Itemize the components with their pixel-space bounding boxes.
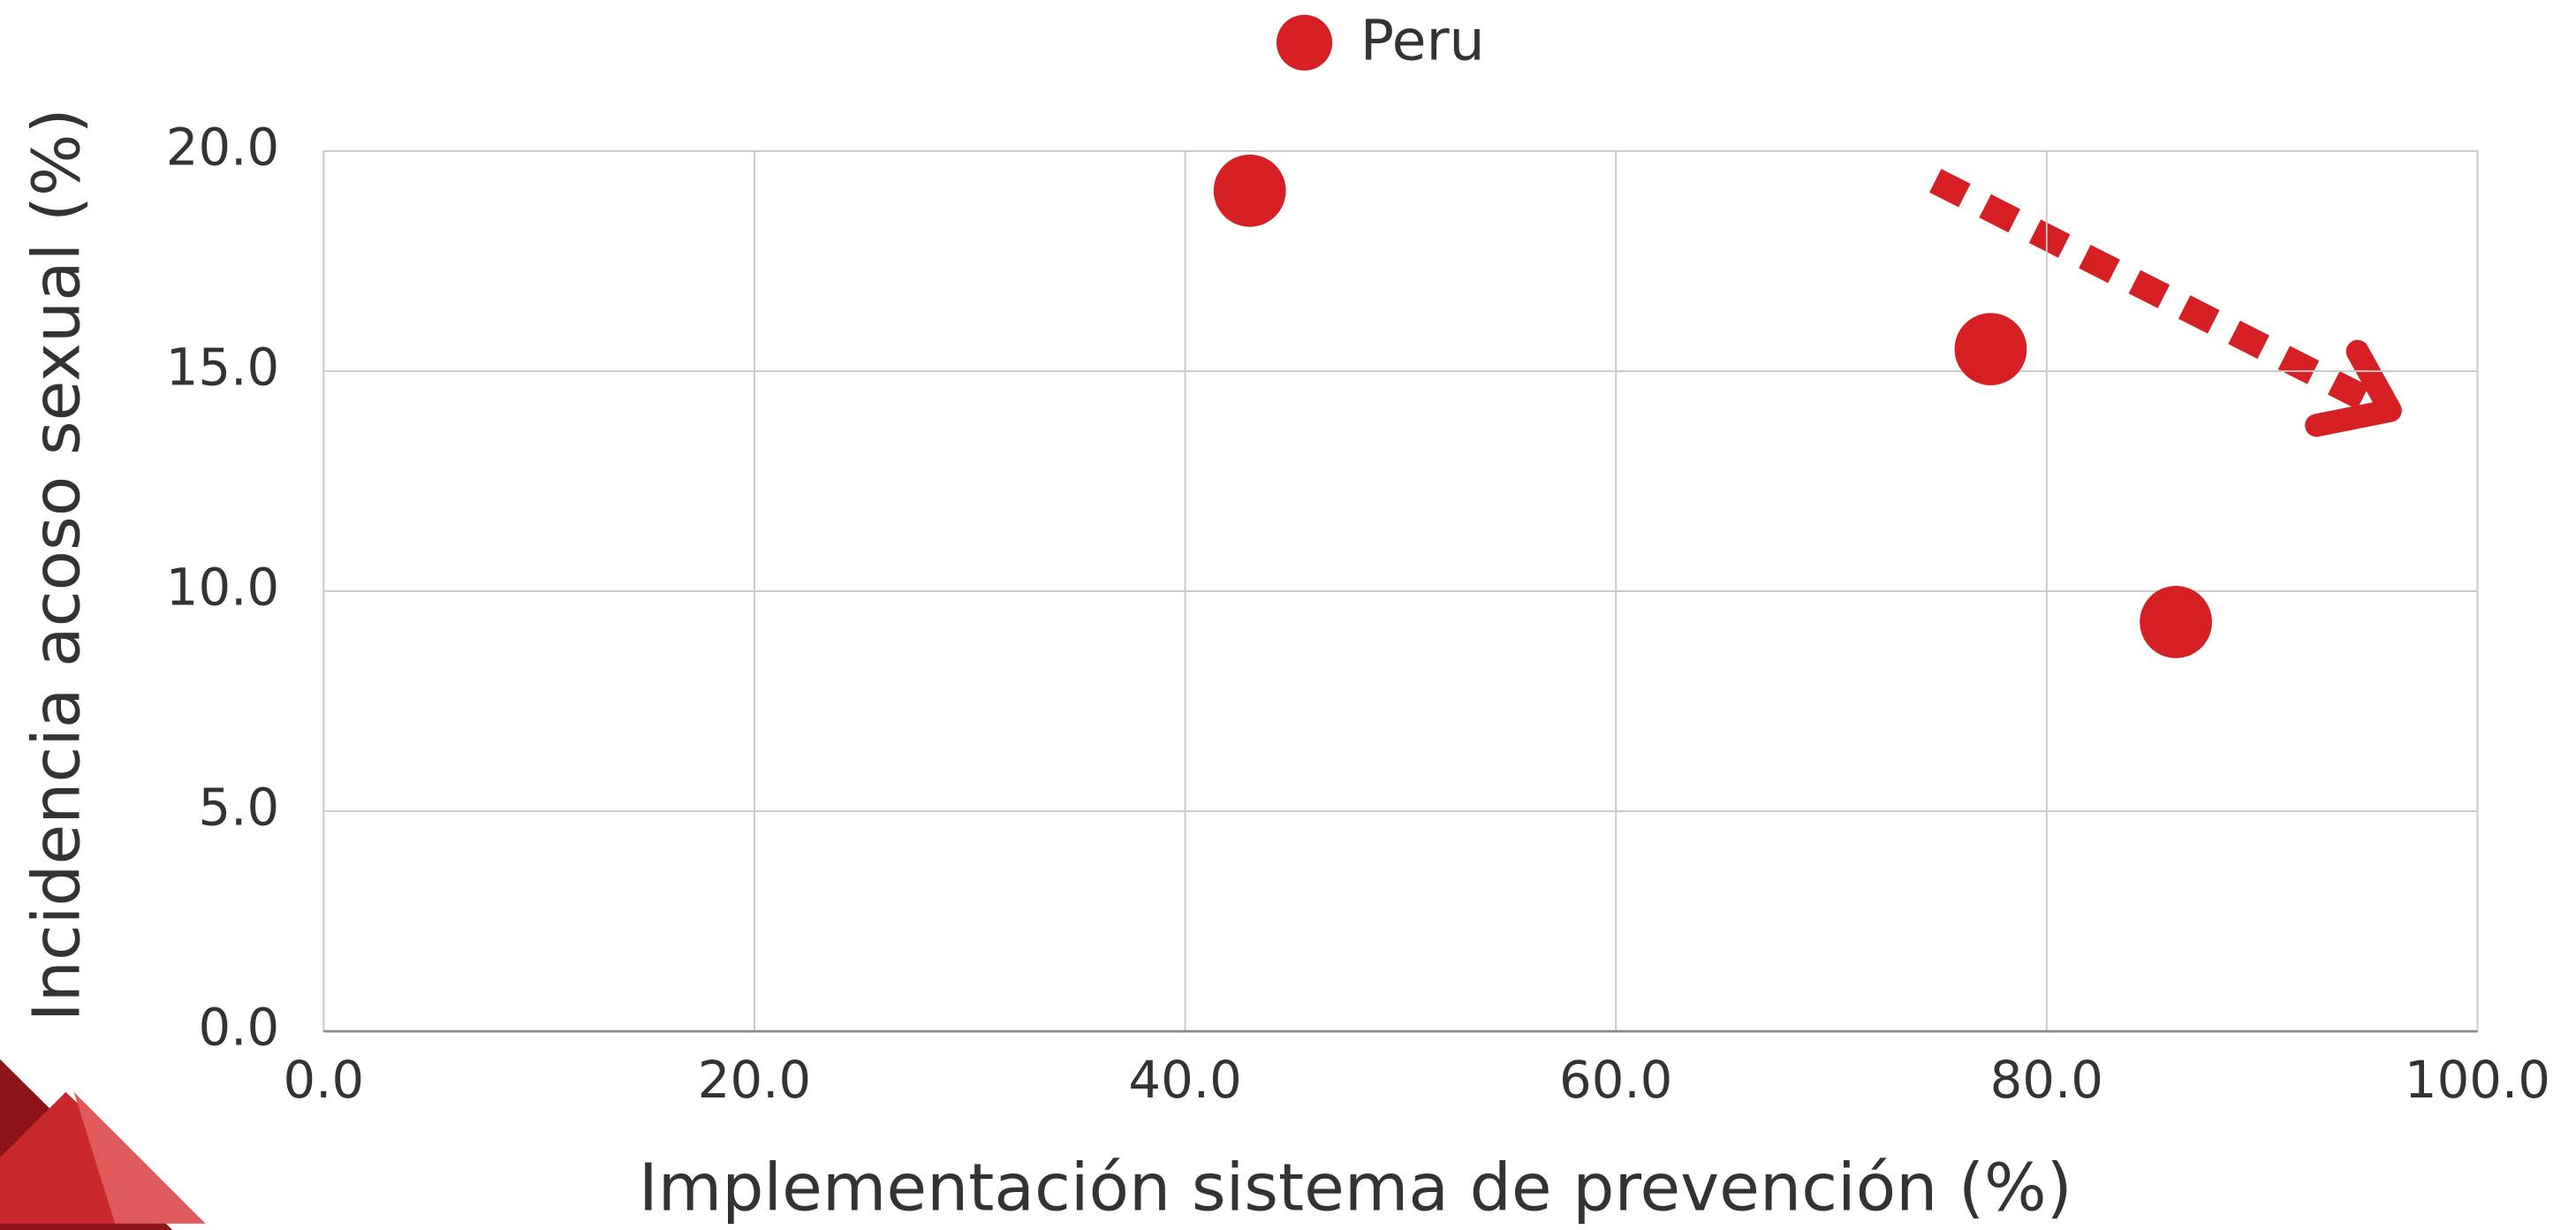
trend-arrow: [1928, 169, 2402, 437]
y-tick-label: 0.0: [198, 998, 279, 1058]
x-tick-label: 20.0: [698, 1051, 811, 1110]
y-axis-title: Incidencia acoso sexual (%): [18, 108, 95, 1021]
data-point: [2140, 586, 2213, 658]
data-point: [1213, 154, 1286, 227]
y-tick-label: 10.0: [166, 558, 279, 618]
x-tick-label: 60.0: [1559, 1051, 1672, 1110]
y-tick-label: 5.0: [198, 778, 279, 838]
legend-marker: [1276, 14, 1333, 71]
y-tick-label: 15.0: [166, 338, 279, 398]
legend-label: Peru: [1360, 8, 1485, 73]
x-tick-label: 0.0: [284, 1051, 365, 1110]
data-point: [1954, 313, 2027, 385]
x-axis-title: Implementación sistema de prevención (%): [639, 1150, 2072, 1226]
x-tick-label: 80.0: [1990, 1051, 2103, 1110]
corner-decoration: [0, 1059, 206, 1230]
x-tick-label: 40.0: [1128, 1051, 1241, 1110]
y-tick-label: 20.0: [166, 118, 279, 178]
x-tick-label: 100.0: [2405, 1051, 2550, 1110]
